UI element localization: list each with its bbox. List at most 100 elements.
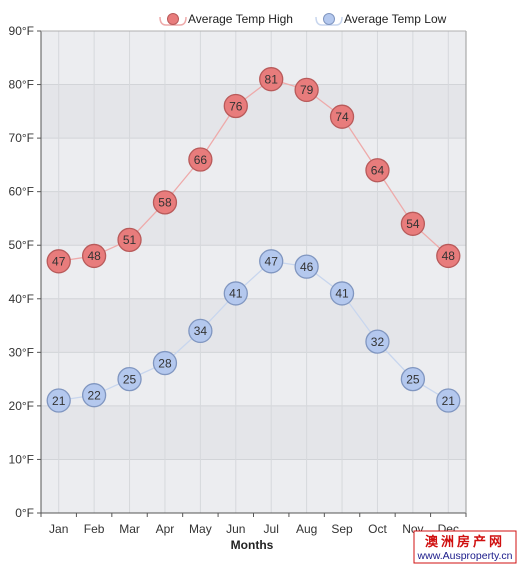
x-axis-tick-labels: Jan Feb Mar Apr May Jun Jul Aug Sep Oct Nov Dec	[49, 522, 459, 536]
data-point[interactable]: 48	[81, 243, 107, 269]
data-point[interactable]: 64	[365, 158, 390, 183]
data-label: 21	[442, 394, 456, 408]
legend-item-low[interactable]: Average Temp Low	[315, 12, 447, 26]
legend-label: Average Temp High	[188, 12, 293, 26]
data-point-marker[interactable]	[46, 249, 71, 274]
data-label: 66	[194, 153, 208, 167]
watermark-url: www.Ausproperty.cn	[417, 550, 513, 562]
data-label: 32	[371, 335, 385, 349]
data-point-marker[interactable]	[152, 350, 178, 376]
grid-lines	[41, 30, 466, 514]
data-point-marker[interactable]	[436, 388, 461, 413]
data-label: 47	[265, 255, 279, 269]
data-point[interactable]: 21	[436, 388, 461, 413]
data-point-marker[interactable]	[436, 243, 461, 269]
data-point-marker[interactable]	[259, 67, 284, 92]
data-label: 58	[158, 196, 172, 210]
data-point[interactable]: 48	[436, 243, 461, 269]
data-point[interactable]: 28	[152, 350, 178, 376]
y-tick-label: 40°F	[9, 292, 34, 306]
data-label: 22	[87, 388, 101, 402]
x-tick-label: Jan	[49, 522, 68, 536]
data-label: 25	[123, 372, 137, 386]
data-point-marker[interactable]	[400, 211, 426, 236]
watermark-title: 澳洲房产网	[425, 534, 505, 550]
data-point-marker[interactable]	[117, 227, 142, 253]
data-point[interactable]: 47	[259, 249, 284, 274]
data-point-marker[interactable]	[365, 158, 390, 183]
x-tick-label: May	[189, 522, 212, 536]
data-point-marker[interactable]	[365, 329, 390, 354]
data-label: 48	[442, 249, 456, 263]
watermark-stamp: 澳洲房产网 www.Ausproperty.cn	[413, 530, 517, 564]
data-point-marker[interactable]	[117, 366, 142, 392]
data-label: 64	[371, 164, 385, 178]
data-label: 46	[300, 260, 314, 274]
x-tick-label: Aug	[296, 522, 317, 536]
data-point[interactable]: 32	[365, 329, 390, 354]
data-point-marker[interactable]	[294, 77, 319, 103]
data-point[interactable]: 22	[81, 383, 107, 408]
x-tick-label: Feb	[84, 522, 105, 536]
y-tick-label: 80°F	[9, 78, 34, 92]
data-point[interactable]: 46	[294, 254, 319, 279]
series-points: 47 48 51 58 66 76 81 79 74 64 54 48 21 22 25 28 34 41 47 46…	[46, 67, 461, 413]
data-point-marker[interactable]	[400, 366, 426, 392]
y-tick-label: 70°F	[9, 131, 34, 145]
data-point-marker[interactable]	[188, 147, 213, 172]
y-tick-label: 20°F	[9, 399, 34, 413]
data-label: 76	[229, 99, 243, 113]
plot-band	[41, 405, 466, 460]
data-point[interactable]: 25	[400, 366, 426, 392]
data-point-marker[interactable]	[259, 249, 284, 274]
data-point[interactable]: 41	[223, 281, 248, 306]
y-tick-label: 10°F	[9, 452, 34, 466]
plot-background	[41, 31, 466, 513]
plot-band	[41, 84, 466, 139]
data-label: 25	[406, 372, 420, 386]
data-point[interactable]: 58	[152, 190, 178, 215]
plot-band	[41, 298, 466, 353]
data-label: 47	[52, 255, 66, 269]
data-point-marker[interactable]	[329, 281, 355, 306]
data-point-marker[interactable]	[188, 318, 213, 344]
data-label: 51	[123, 233, 137, 247]
data-point-marker[interactable]	[329, 104, 355, 129]
x-tick-label: Oct	[368, 522, 387, 536]
legend-item-high[interactable]: Average Temp High	[159, 12, 293, 26]
data-point-marker[interactable]	[81, 243, 107, 269]
data-point-marker[interactable]	[223, 281, 248, 306]
data-point-marker[interactable]	[81, 383, 107, 408]
legend: Average Temp High Average Temp Low	[159, 12, 447, 26]
data-point[interactable]: 21	[46, 388, 71, 413]
data-label: 34	[194, 324, 208, 338]
data-point-marker[interactable]	[46, 388, 71, 413]
data-label: 79	[300, 83, 314, 97]
y-tick-label: 30°F	[9, 345, 34, 359]
legend-marker-swatch	[323, 13, 335, 25]
data-point[interactable]: 66	[188, 147, 213, 172]
data-point[interactable]: 74	[329, 104, 355, 129]
data-point[interactable]: 79	[294, 77, 319, 103]
data-point[interactable]: 25	[117, 366, 142, 392]
data-label: 41	[229, 287, 243, 301]
data-point-marker[interactable]	[223, 93, 248, 119]
data-point[interactable]: 81	[259, 67, 284, 92]
data-point[interactable]: 41	[329, 281, 355, 306]
data-point[interactable]: 51	[117, 227, 142, 253]
x-tick-label: Sep	[331, 522, 353, 536]
legend-label: Average Temp Low	[344, 12, 447, 26]
data-label: 28	[158, 356, 172, 370]
data-label: 21	[52, 394, 66, 408]
data-point[interactable]: 34	[188, 318, 213, 344]
data-label: 54	[406, 217, 420, 231]
data-point[interactable]: 76	[223, 93, 248, 119]
x-tick-label: Apr	[156, 522, 175, 536]
data-point-marker[interactable]	[294, 254, 319, 279]
data-point[interactable]: 54	[400, 211, 426, 236]
data-point-marker[interactable]	[152, 190, 178, 215]
legend-marker-swatch	[167, 13, 179, 25]
data-point[interactable]: 47	[46, 249, 71, 274]
data-label: 41	[335, 287, 349, 301]
